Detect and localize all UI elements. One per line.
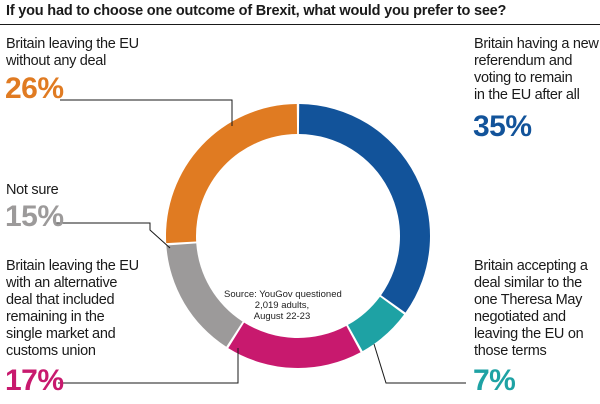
label-may-line: leaving the EU on [474, 326, 584, 342]
slice-may [347, 296, 405, 352]
label-nodeal-line: Britain leaving the EU [6, 36, 139, 52]
label-notsure-line: Not sure [6, 182, 59, 198]
label-alternative-line: single market and [6, 326, 116, 342]
label-may-line: Britain accepting a [474, 258, 588, 274]
leader-lines [56, 99, 466, 384]
leader-notsure [56, 222, 171, 249]
label-may-line: negotiated and [474, 309, 566, 325]
donut-slices [166, 104, 431, 369]
label-alternative-line: remaining in the [6, 309, 105, 325]
source-line: Source: YouGov questioned [224, 289, 342, 300]
label-alternative-line: with an alternative [6, 275, 118, 291]
source-line: August 22-23 [253, 311, 311, 322]
source-note: Source: YouGov questioned 2,019 adults, … [224, 289, 342, 322]
label-alternative: Britain leaving the EU with an alternati… [6, 258, 139, 360]
label-nodeal: Britain leaving the EU without any deal [6, 36, 139, 70]
label-remain-line: in the EU after all [474, 87, 580, 103]
label-alternative-line: customs union [6, 343, 96, 359]
title-rule [0, 24, 600, 25]
label-may-line: those terms [474, 343, 547, 359]
slice-alternative [228, 322, 361, 369]
slice-notsure [166, 243, 243, 347]
leader-may [373, 343, 466, 384]
label-alternative-line: deal that included [6, 292, 115, 308]
leader-alternative [58, 348, 239, 384]
source-line: 2,019 adults, [254, 300, 310, 311]
pct-remain: 35% [473, 110, 532, 143]
slice-remain [298, 104, 431, 313]
label-remain-line: voting to remain [474, 70, 573, 86]
pct-alternative: 17% [5, 364, 64, 397]
pct-nodeal: 26% [5, 72, 64, 105]
label-nodeal-line: without any deal [6, 53, 106, 69]
label-remain: Britain having a new referendum and voti… [474, 36, 599, 104]
label-remain-line: Britain having a new [474, 36, 599, 52]
chart-title: If you had to choose one outcome of Brex… [6, 3, 507, 19]
label-alternative-line: Britain leaving the EU [6, 258, 139, 274]
label-remain-line: referendum and [474, 53, 573, 69]
label-may: Britain accepting a deal similar to the … [474, 258, 588, 360]
label-may-line: deal similar to the [474, 275, 582, 291]
pct-notsure: 15% [5, 200, 64, 233]
slice-nodeal [166, 104, 298, 244]
label-notsure: Not sure [6, 182, 59, 199]
leader-nodeal [60, 99, 233, 126]
label-may-line: one Theresa May [474, 292, 583, 308]
pct-may: 7% [473, 364, 516, 397]
